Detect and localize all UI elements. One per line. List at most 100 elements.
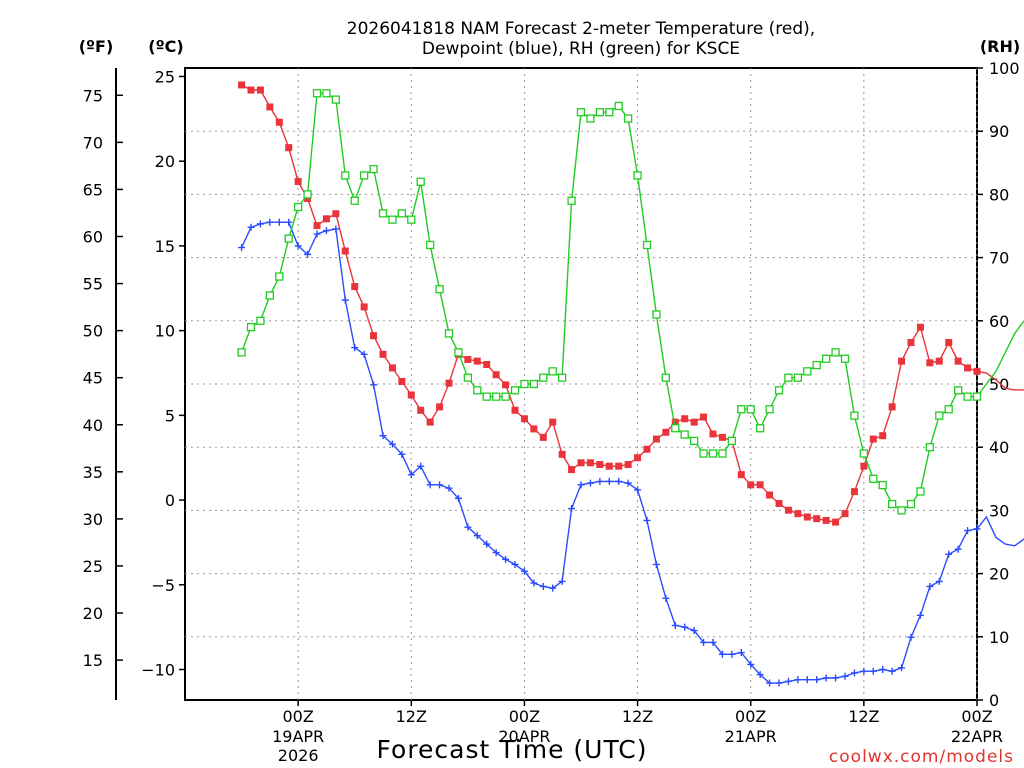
data-point xyxy=(454,348,463,357)
data-point xyxy=(492,371,500,379)
celsius-tick-label: 15 xyxy=(155,237,175,256)
data-point xyxy=(482,392,491,401)
rh-tick-label: 60 xyxy=(989,312,1009,331)
unit-label-rh: (RH) xyxy=(980,37,1020,56)
data-point xyxy=(502,555,510,563)
data-point xyxy=(747,660,755,668)
data-point xyxy=(370,332,378,340)
rh-tick-label: 0 xyxy=(989,691,999,710)
fahrenheit-tick-label: 25 xyxy=(83,557,103,576)
data-point xyxy=(680,430,689,439)
data-point xyxy=(520,379,529,389)
data-point xyxy=(860,667,868,675)
data-point xyxy=(841,510,849,518)
data-point xyxy=(511,406,519,414)
series-dewpoint xyxy=(238,219,1024,687)
data-point xyxy=(483,361,491,369)
rh-tick-label: 40 xyxy=(989,438,1009,457)
data-point xyxy=(671,424,680,433)
data-point xyxy=(436,403,444,411)
data-point xyxy=(765,405,774,414)
data-point xyxy=(558,577,566,585)
data-point xyxy=(294,178,302,186)
data-point xyxy=(577,481,585,489)
time-tick-year: 2026 xyxy=(278,746,319,765)
data-point xyxy=(520,415,528,423)
data-point xyxy=(662,594,670,602)
data-point xyxy=(444,329,454,338)
data-point xyxy=(926,582,934,590)
time-tick-label: 00Z xyxy=(282,707,313,726)
data-point xyxy=(596,477,604,485)
data-point xyxy=(360,350,368,358)
data-point xyxy=(312,89,322,98)
celsius-tick-label: 5 xyxy=(165,406,175,425)
data-point xyxy=(700,638,708,646)
rh-tick-label: 20 xyxy=(989,565,1009,584)
rh-tick-label: 70 xyxy=(989,249,1009,268)
chart-title-line1: 2026041818 NAM Forecast 2-meter Temperat… xyxy=(347,19,815,39)
data-point xyxy=(473,357,481,365)
data-point xyxy=(700,413,708,421)
data-point xyxy=(313,230,321,238)
data-point xyxy=(285,218,293,226)
data-point xyxy=(266,103,274,111)
unit-label-fahrenheit: (ºF) xyxy=(79,37,114,56)
rh-tick-label: 50 xyxy=(989,375,1009,394)
data-point xyxy=(256,220,264,228)
data-point xyxy=(623,114,633,123)
data-point xyxy=(454,494,462,502)
data-point xyxy=(417,462,425,470)
data-point xyxy=(634,486,642,494)
data-point xyxy=(755,424,765,433)
data-point xyxy=(407,391,415,399)
celsius-tick-label: 20 xyxy=(155,152,175,171)
data-point xyxy=(426,418,434,426)
data-point xyxy=(285,144,293,152)
data-point xyxy=(775,499,783,507)
fahrenheit-tick-label: 15 xyxy=(83,651,103,670)
data-point xyxy=(737,649,745,657)
data-point xyxy=(605,462,613,470)
data-point xyxy=(398,450,406,458)
time-tick-label: 12Z xyxy=(848,707,879,726)
data-point xyxy=(322,89,331,98)
data-point xyxy=(313,222,321,230)
fahrenheit-tick-label: 30 xyxy=(83,510,103,529)
data-point xyxy=(511,560,519,568)
celsius-tick-label: 10 xyxy=(155,322,175,341)
data-point xyxy=(294,242,302,250)
data-point xyxy=(558,450,566,458)
data-point xyxy=(841,672,849,680)
data-point xyxy=(473,532,481,540)
celsius-tick-label: 0 xyxy=(165,491,175,510)
celsius-tick-label: 25 xyxy=(155,67,175,86)
data-point xyxy=(869,435,877,443)
data-point xyxy=(661,373,671,382)
data-point xyxy=(633,171,642,180)
data-point xyxy=(615,477,623,485)
data-point xyxy=(304,250,312,258)
data-point xyxy=(369,164,378,174)
data-point xyxy=(464,355,472,363)
data-point xyxy=(897,506,906,515)
data-point xyxy=(737,405,746,414)
data-point xyxy=(916,611,924,619)
data-point xyxy=(756,671,764,679)
data-point xyxy=(935,411,944,420)
data-point xyxy=(359,171,369,180)
data-point xyxy=(520,567,528,575)
data-point xyxy=(586,479,594,487)
data-point xyxy=(850,488,858,496)
data-point xyxy=(869,474,878,483)
data-point xyxy=(331,95,341,104)
x-axis-label: Forecast Time (UTC) xyxy=(377,735,648,764)
data-point xyxy=(605,108,614,117)
series-2-meter-temperature xyxy=(238,81,1024,526)
data-point xyxy=(388,440,396,448)
data-point xyxy=(539,373,548,382)
fahrenheit-tick-label: 45 xyxy=(83,369,103,388)
celsius-axis: 25 20 15 10 5 0 −5 −10 xyxy=(141,67,185,680)
data-point xyxy=(963,392,972,401)
